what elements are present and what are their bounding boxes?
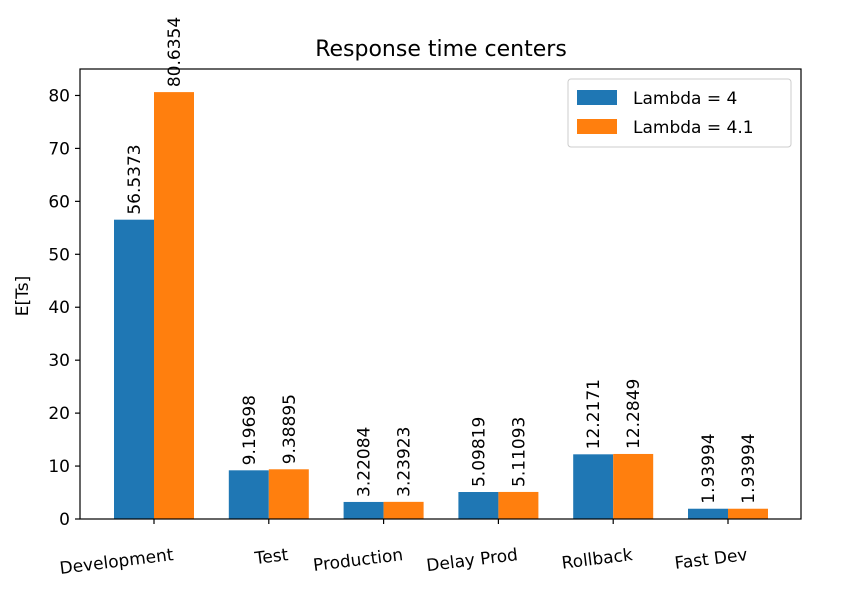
y-tick-label: 70 <box>48 139 70 159</box>
bar-value-label: 3.23923 <box>395 427 415 497</box>
bar <box>573 454 614 519</box>
y-tick-label: 20 <box>48 404 70 424</box>
bar <box>498 491 539 519</box>
legend-box <box>567 78 792 148</box>
legend-swatch <box>577 90 617 105</box>
y-tick-label: 80 <box>48 86 70 106</box>
legend: Lambda = 4 Lambda = 4.1 <box>567 78 792 148</box>
legend-swatch <box>577 119 617 134</box>
bar <box>613 453 654 519</box>
bar <box>688 508 728 519</box>
bar <box>383 501 424 519</box>
bar <box>228 470 269 519</box>
axes-frame <box>79 68 802 520</box>
bar-value-label: 12.2849 <box>624 379 644 449</box>
bar <box>728 508 768 519</box>
x-tick-label: Development <box>59 545 175 579</box>
x-tick-label: Delay Prod <box>425 545 519 576</box>
y-tick-label: 60 <box>48 192 70 212</box>
y-tick-label: 10 <box>48 457 70 477</box>
bar-value-label: 3.22084 <box>355 427 375 497</box>
x-tick-label: Fast Dev <box>674 545 749 574</box>
bar-value-label: 9.19698 <box>240 395 260 465</box>
bar-value-label: 56.5373 <box>125 144 145 214</box>
legend-label: Lambda = 4.1 <box>633 118 754 138</box>
bar-value-label: 5.09819 <box>469 417 489 487</box>
x-tick-label: Production <box>312 545 404 576</box>
x-tick-label: Rollback <box>561 545 634 574</box>
legend-label: Lambda = 4 <box>633 89 737 109</box>
y-tick-label: 30 <box>48 351 70 371</box>
plot-area: 56.5373 9.19698 3.22084 5.09819 12.2171 1.939… <box>48 17 802 579</box>
bar-value-label: 1.93994 <box>739 433 759 503</box>
y-axis-label: E[Ts] <box>13 276 33 316</box>
chart-title: Response time centers <box>315 37 567 62</box>
x-tick-label: Test <box>253 545 290 569</box>
bar-value-label: 5.11093 <box>509 417 529 487</box>
bar <box>343 501 384 519</box>
y-tick-label: 50 <box>48 245 70 265</box>
bar-value-label: 9.38895 <box>280 394 300 464</box>
y-tick-label: 0 <box>59 510 70 530</box>
bar <box>154 92 194 520</box>
bar <box>268 469 309 519</box>
bar-value-label: 80.6354 <box>165 17 185 87</box>
bar <box>458 492 499 519</box>
bar-value-label: 1.93994 <box>699 433 719 503</box>
bar <box>114 219 154 519</box>
bar-value-label: 12.2171 <box>584 379 604 449</box>
y-tick-label: 40 <box>48 298 70 318</box>
